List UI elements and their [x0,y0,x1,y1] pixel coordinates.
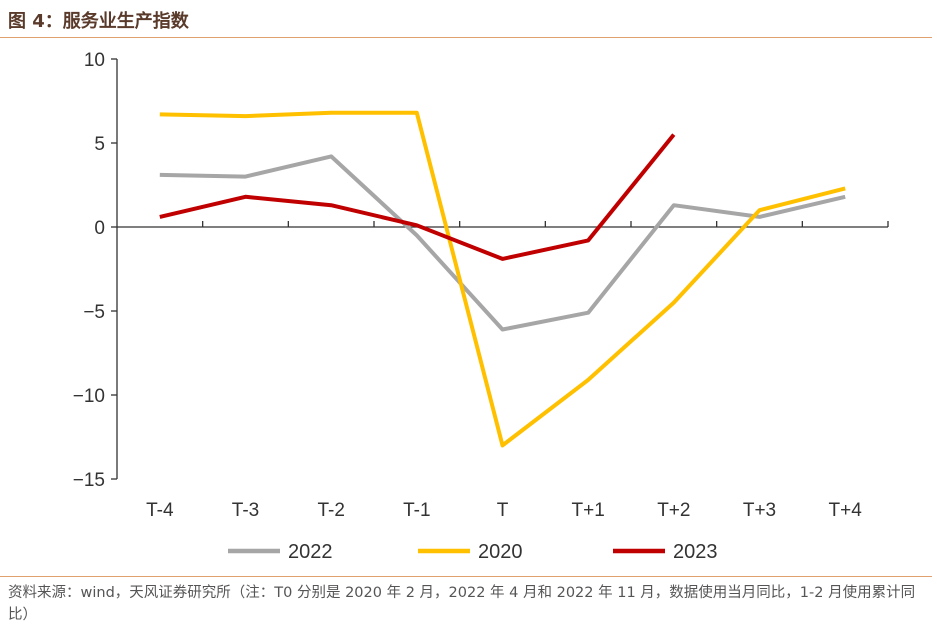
legend-label-2023: 2023 [673,541,718,563]
y-tick-label: −10 [73,386,105,407]
series-line-2020 [159,110,846,448]
chart-axes: 10 5 0 −5 −10 −15 T-4 T-3 T-2 T-1 T T+1 T+2 T+3 T+4 [73,50,889,521]
x-tick-label: T+4 [829,500,863,521]
legend-label-2020: 2020 [478,541,523,563]
series-line-2022 [159,154,846,332]
y-tick-label: −5 [83,302,105,323]
chart-series [159,110,846,448]
y-tick-label: 10 [84,50,105,71]
x-tick-label: T+1 [572,500,605,521]
x-tick-label: T [497,500,509,521]
chart-legend: 2022 2020 2023 [228,541,718,563]
x-tick-label: T-3 [232,500,259,521]
x-tick-label: T+2 [657,500,690,521]
x-tick-label: T-4 [146,500,174,521]
figure-title: 图 4：服务业生产指数 [8,11,189,32]
y-tick-label: 0 [94,218,105,239]
y-tick-label: −15 [73,470,105,491]
x-tick-label: T+3 [743,500,776,521]
legend-label-2022: 2022 [288,541,333,563]
bottom-divider [0,576,932,577]
series-line-2023 [159,133,676,261]
x-tick-label: T-2 [317,500,344,521]
y-tick-label: 5 [94,134,105,155]
x-tick-label: T-1 [403,500,430,521]
top-divider [0,37,932,38]
source-note: 资料来源：wind，天风证券研究所（注：T0 分别是 2020 年 2 月，20… [8,585,916,623]
line-chart: 10 5 0 −5 −10 −15 T-4 T-3 T-2 T-1 T T+1 T+2 T+3 T+4 20… [73,50,889,563]
